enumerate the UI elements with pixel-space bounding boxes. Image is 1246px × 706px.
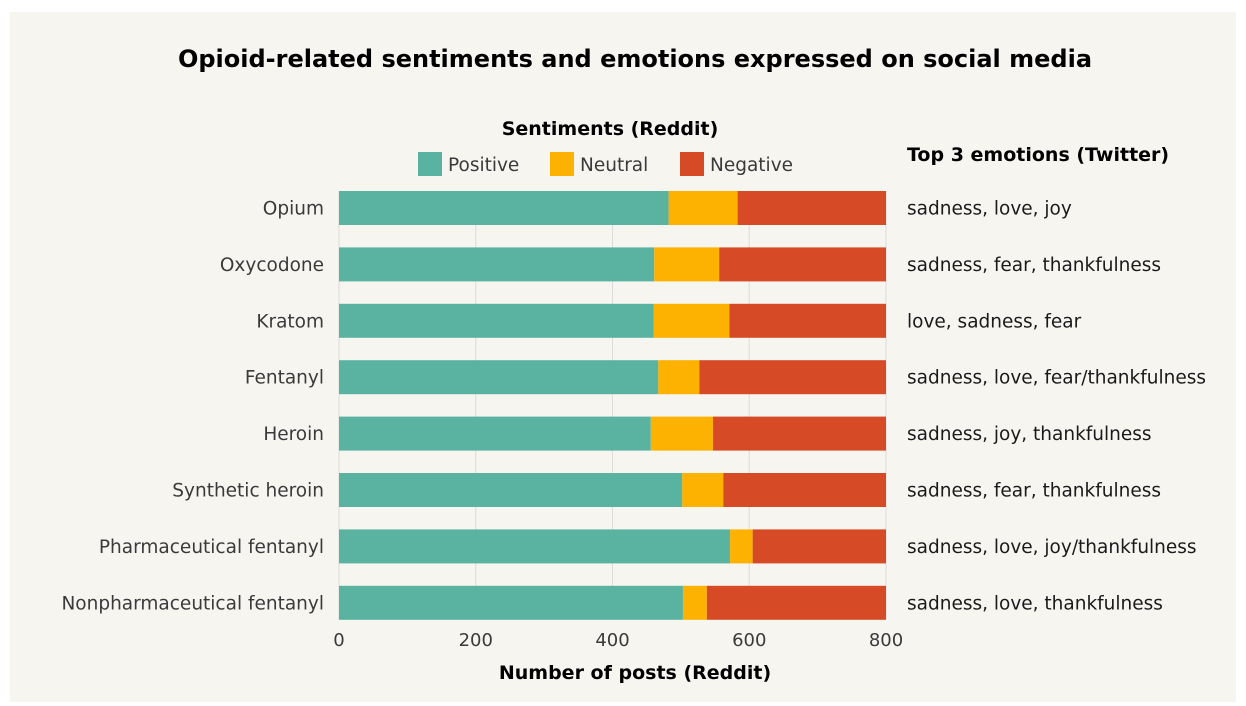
x-tick-label-4: 800 [869,630,903,651]
bar-neutral-6 [730,529,753,564]
bar-negative-7 [706,585,886,620]
bar-positive-1 [339,247,655,282]
bar-negative-1 [719,247,886,282]
category-label-1: Oxycodone [220,255,324,276]
emotion-label-4: sadness, joy, thankfulness [907,424,1152,445]
x-tick-label-2: 400 [595,630,629,651]
bar-negative-6 [752,529,886,564]
bar-neutral-2 [653,303,730,338]
legend-label-neutral: Neutral [580,155,648,176]
bar-neutral-7 [682,585,707,620]
bar-neutral-3 [658,360,700,395]
bar-positive-0 [339,191,669,225]
x-tick-label-3: 600 [732,630,766,651]
bar-negative-2 [729,303,886,338]
emotion-label-1: sadness, fear, thankfulness [907,255,1161,276]
bar-positive-5 [339,473,683,507]
x-tick-label-0: 0 [333,630,344,651]
x-axis-label: Number of posts (Reddit) [499,662,771,684]
category-label-6: Pharmaceutical fentanyl [99,537,324,558]
category-label-3: Fentanyl [245,368,324,389]
emotion-label-2: love, sadness, fear [907,311,1082,332]
legend-swatch-neutral [550,152,574,176]
legend-label-negative: Negative [710,155,793,176]
bar-negative-5 [723,473,886,507]
category-label-4: Heroin [263,424,324,445]
legend-swatch-negative [680,152,704,176]
emotion-label-5: sadness, fear, thankfulness [907,481,1161,502]
x-tick-labels: 0 200 400 600 800 [333,630,903,651]
legend-title: Sentiments (Reddit) [502,118,719,140]
emotion-label-7: sadness, love, thankfulness [907,593,1163,614]
emotion-labels: sadness, love, joy sadness, fear, thankfu… [907,199,1206,615]
legend-label-positive: Positive [448,155,519,176]
legend: Positive Neutral Negative [418,152,793,176]
bar-negative-0 [737,191,886,225]
x-tick-label-1: 200 [459,630,493,651]
category-label-0: Opium [263,199,324,220]
legend-swatch-positive [418,152,442,176]
bar-neutral-4 [650,416,714,451]
bar-neutral-5 [682,473,724,507]
bar-negative-3 [699,360,886,395]
bar-positive-3 [339,360,659,395]
emotions-header: Top 3 emotions (Twitter) [907,144,1169,166]
bar-positive-6 [339,529,731,564]
bar-neutral-1 [654,247,720,282]
emotion-label-6: sadness, love, joy/thankfulness [907,537,1197,558]
emotion-label-0: sadness, love, joy [907,199,1072,220]
emotion-label-3: sadness, love, fear/thankfulness [907,368,1206,389]
bar-positive-4 [339,416,651,451]
chart-title: Opioid-related sentiments and emotions e… [178,45,1092,73]
category-label-5: Synthetic heroin [172,481,324,502]
bar-positive-2 [339,303,654,338]
bars [339,191,886,620]
category-label-7: Nonpharmaceutical fentanyl [61,593,324,614]
category-labels: Opium Oxycodone Kratom Fentanyl Heroin Synthe… [61,199,324,615]
bar-negative-4 [713,416,886,451]
category-label-2: Kratom [256,311,324,332]
bar-neutral-0 [668,191,738,225]
bar-positive-7 [339,585,683,620]
